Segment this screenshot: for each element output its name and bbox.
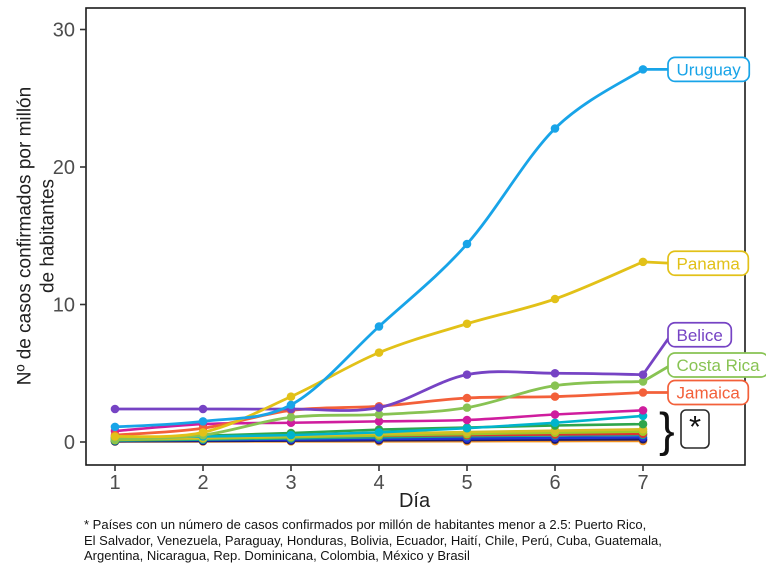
series-point-panama [550, 294, 560, 304]
series-point-panama [198, 428, 208, 437]
series-label-belice: Belice [641, 321, 733, 376]
y-axis-title-line2: de habitantes [37, 178, 59, 294]
footnote: * Países con un número de casos confirma… [84, 517, 756, 564]
series-point-jamaica [550, 392, 560, 401]
series-point-jamaica [462, 393, 472, 403]
series-point-unlabeled-8 [638, 419, 648, 429]
series-point-panama [110, 432, 120, 441]
series-point-unlabeled-10 [550, 410, 560, 419]
y-tick-label: 10 [53, 295, 75, 317]
series-point-belice [550, 368, 560, 378]
series-point-uruguay [374, 322, 384, 331]
series-label-uruguay: Uruguay [643, 56, 751, 83]
footnote-line: Argentina, Nicaragua, Rep. Dominicana, C… [84, 548, 470, 563]
series-point-uruguay [286, 400, 296, 410]
series-point-uruguay [550, 124, 560, 133]
asterisk-box [680, 409, 710, 449]
series-point-belice [198, 404, 208, 414]
series-label-panama: Panama [642, 250, 750, 277]
series-point-panama [462, 319, 472, 329]
label-text: Jamaica [677, 384, 741, 403]
y-axis-title: Nº de casos confirmados por millón de ha… [14, 8, 60, 465]
series-point-unlabeled-10 [374, 417, 384, 426]
series-point-uruguay [462, 239, 472, 249]
label-text: Panama [677, 254, 741, 273]
series-label-jamaica: Jamaica [643, 379, 750, 406]
series-point-panama [374, 348, 384, 357]
x-tick-label: 2 [197, 472, 208, 494]
series-point-uruguay [110, 422, 120, 432]
label-box [667, 352, 766, 378]
series-point-belice [110, 404, 120, 414]
x-tick-label: 7 [637, 472, 648, 494]
series-point-uruguay [198, 417, 208, 426]
brace-symbol: } [659, 403, 675, 456]
series-point-belice [374, 403, 384, 412]
y-axis-ticks: 0 10 20 30 [53, 20, 86, 454]
series-point-costa-rica [550, 381, 560, 390]
x-tick-label: 5 [461, 472, 472, 494]
label-text: Uruguay [677, 60, 742, 79]
label-box [667, 379, 750, 406]
x-tick-label: 4 [373, 472, 384, 494]
label-connector [642, 260, 672, 265]
series-point-belice [462, 370, 472, 379]
series-uruguay [110, 65, 648, 432]
series-panama [110, 257, 648, 441]
series-point-unlabeled-9 [462, 423, 472, 433]
footnote-line: El Salvador, Venezuela, Paraguay, Hondur… [84, 532, 662, 548]
label-text: Costa Rica [677, 356, 761, 375]
label-connector [642, 363, 672, 383]
x-tick-label: 6 [549, 472, 560, 494]
series-point-unlabeled-10 [638, 406, 648, 415]
series-point-costa-rica [462, 403, 472, 412]
x-axis-title: Día [398, 490, 431, 512]
label-text: Belice [677, 326, 723, 345]
y-axis-title-line1: Nº de casos confirmados por millón [14, 86, 36, 386]
label-box [667, 56, 751, 83]
series-point-unlabeled-9 [550, 418, 560, 428]
label-box [667, 250, 750, 277]
label-connector [641, 333, 673, 376]
series-point-costa-rica [286, 412, 296, 422]
y-tick-label: 30 [53, 20, 75, 42]
footnote-line: * Países con un número de casos confirma… [84, 517, 647, 532]
series-label-costa-rica: Costa Rica [642, 352, 766, 383]
series-point-unlabeled-9 [286, 430, 296, 440]
x-tick-label: 3 [285, 472, 296, 494]
panel-border [85, 7, 746, 466]
series-point-unlabeled-10 [462, 415, 472, 425]
label-box [667, 321, 733, 348]
y-tick-label: 0 [64, 432, 75, 454]
series-point-panama [286, 392, 296, 401]
series-point-unlabeled-9 [374, 428, 384, 437]
series-point-costa-rica [374, 410, 384, 419]
x-axis-ticks: 1 2 3 4 5 6 7 [109, 465, 649, 494]
x-tick-label: 1 [109, 472, 120, 494]
below-threshold-annotation: } * [659, 403, 710, 456]
asterisk-symbol: * [689, 409, 701, 444]
y-tick-label: 20 [53, 157, 75, 179]
